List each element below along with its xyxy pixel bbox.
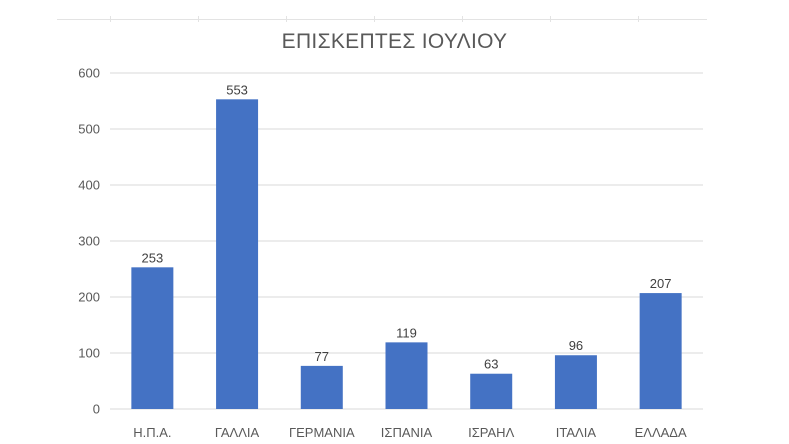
- top-tick: [110, 16, 111, 22]
- y-tick-label: 300: [78, 234, 100, 249]
- bar: [300, 365, 343, 409]
- x-tick-label: ΙΣΡΑΗΛ: [468, 425, 514, 440]
- y-tick-label: 200: [78, 290, 100, 305]
- bar: [131, 267, 174, 409]
- top-tick: [374, 16, 375, 22]
- data-label: 63: [484, 357, 498, 372]
- data-label: 119: [396, 325, 417, 340]
- x-tick-label: ΙΤΑΛΙΑ: [556, 425, 597, 440]
- bar: [639, 293, 682, 409]
- data-label: 253: [142, 250, 164, 265]
- y-tick-label: 500: [78, 122, 100, 137]
- y-tick-label: 600: [78, 66, 100, 81]
- top-tick: [198, 16, 199, 22]
- x-tick-label: ΓΑΛΛΙΑ: [215, 425, 260, 440]
- top-tick: [286, 16, 287, 22]
- data-label: 553: [226, 82, 248, 97]
- bar: [470, 373, 513, 409]
- bar: [216, 99, 259, 409]
- y-tick-label: 0: [93, 402, 100, 417]
- chart-title: ΕΠΙΣΚΕΠΤΕΣ ΙΟΥΛΙΟΥ: [281, 30, 508, 53]
- data-label: 96: [569, 338, 583, 353]
- data-label: 77: [315, 349, 329, 364]
- bar: [385, 342, 428, 409]
- x-tick-label: ΓΕΡΜΑΝΙΑ: [289, 425, 355, 440]
- x-tick-label: ΕΛΛΑΔΑ: [635, 425, 687, 440]
- bar: [554, 355, 597, 409]
- x-tick-label: ΙΣΠΑΝΙΑ: [381, 425, 433, 440]
- x-tick-label: Η.Π.Α.: [133, 425, 171, 440]
- y-tick-label: 400: [78, 178, 100, 193]
- top-tick: [550, 16, 551, 22]
- y-tick-label: 100: [78, 346, 100, 361]
- top-tick: [638, 16, 639, 22]
- data-label: 207: [650, 276, 672, 291]
- top-rule: [57, 19, 707, 20]
- top-tick: [462, 16, 463, 22]
